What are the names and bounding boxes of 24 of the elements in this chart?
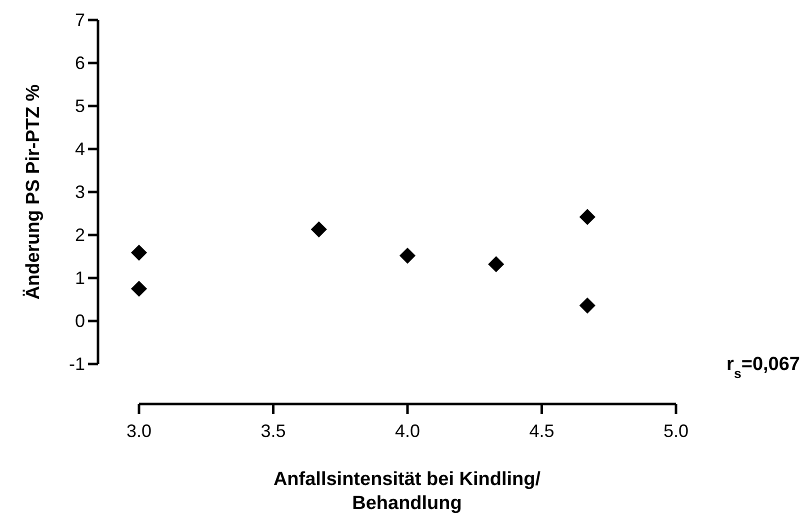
y-tick-label: 1 [74,268,85,288]
point [488,256,504,272]
point [130,280,148,297]
y-tick-label: 4 [74,138,85,159]
x-tick-label: 5.0 [663,420,689,441]
point [579,208,596,225]
text: r$_{s}$=0,067 [726,354,800,380]
x-axis-title: Anfallsintensität bei Kindling/ Behandlung [273,469,542,514]
point [130,244,148,261]
x-tick-label: 3.5 [260,420,286,441]
y-tick-label: 6 [74,52,85,73]
y-tick-label: 2 [74,224,85,245]
y-axis-title: Änderung PS Pir-PTZ % [22,84,44,300]
y-tick-label: -1 [68,354,85,374]
y-tick-label: 5 [74,96,85,116]
y-tick-label: 0 [74,310,85,331]
point [579,297,596,314]
y-tick-label: 7 [74,10,85,30]
y-tick-label: 3 [74,182,85,202]
x-tick-label: 3.0 [126,420,152,441]
point [399,248,416,264]
x-tick-label: 4.5 [529,420,554,441]
x-tick-label: 4.0 [394,420,420,441]
point [310,221,327,238]
